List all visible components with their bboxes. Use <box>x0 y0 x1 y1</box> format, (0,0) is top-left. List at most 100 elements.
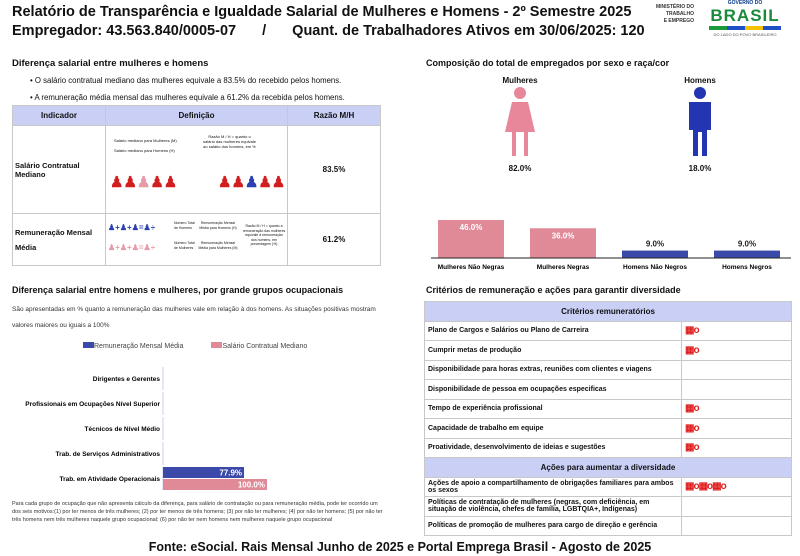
people-icons-men: ♟♟♟♟♟ <box>218 174 286 191</box>
category-label: Trab. de Serviços Administrativos <box>55 451 160 458</box>
criteria-row: Políticas de promoção de mulheres para c… <box>424 515 792 536</box>
criteria-marker: ▦o <box>681 418 792 439</box>
bar <box>714 250 780 258</box>
bullet-1: • O salário contratual mediano das mulhe… <box>30 76 342 85</box>
occupational-title: Diferença salarial entre homens e mulher… <box>12 285 344 295</box>
bar <box>622 250 688 258</box>
ratio-value: 61.2% <box>287 213 381 266</box>
criteria-title: Critérios de remuneração e ações para ga… <box>426 285 681 295</box>
bar-value-label: 100.0% <box>238 481 265 490</box>
bullet-text: A remuneração média mensal das mulheres … <box>34 93 345 102</box>
category-label: Dirigentes e Gerentes <box>93 376 161 383</box>
occupational-bar-chart: Dirigentes e Gerentes Profissionais em Oc… <box>0 365 400 495</box>
ratio-value: 83.5% <box>287 125 381 214</box>
criteria-row: Disponibilidade de pessoa em ocupações e… <box>424 379 792 400</box>
occupational-footnote: Para cada grupo de ocupação que não apre… <box>12 501 383 523</box>
criteria-marker: ▦o <box>681 340 792 361</box>
criteria-marker <box>681 515 792 536</box>
legend-label: Remuneração Mensal Média <box>94 343 184 350</box>
bullet-text: O salário contratual mediano das mulhere… <box>34 76 342 85</box>
criteria-label: Disponibilidade para horas extras, reuni… <box>424 359 682 380</box>
criteria-row: Plano de Cargos e Salários ou Plano de C… <box>424 320 792 341</box>
criteria-marker: ▦o <box>681 437 792 458</box>
category-label: Profissionais em Ocupações Nível Superio… <box>25 401 160 408</box>
footer-source: Fonte: eSocial. Rais Mensal Junho de 202… <box>148 540 652 554</box>
ministry-line: TRABALHO <box>665 11 694 17</box>
man-icon <box>689 87 711 156</box>
criteria-label: Políticas de promoção de mulheres para c… <box>424 515 682 536</box>
bar-value-label: 77.9% <box>219 469 242 478</box>
bar <box>530 228 596 258</box>
category-label: Trab. em Atividade Operacionais <box>59 476 160 483</box>
criteria-label: Cumprir metas de produção <box>424 340 682 361</box>
company-icon: ▦o <box>712 481 727 493</box>
section-header: Critérios remuneratórios <box>424 301 792 322</box>
col-header: Definição <box>105 105 288 126</box>
criteria-marker <box>681 496 792 517</box>
company-icon: ▦o <box>685 481 700 493</box>
men-sum-icons: ♟+♟+♟=♟÷ <box>108 223 156 232</box>
criteria-row: Tempo de experiência profissional ▦o <box>424 398 792 419</box>
bar-value-label: 46.0% <box>460 223 483 232</box>
criteria-marker: ▦o▦o▦o <box>681 476 792 497</box>
bar-value-label: 9.0% <box>738 240 756 249</box>
gov-color-strip <box>709 26 781 30</box>
criteria-label: Plano de Cargos e Salários ou Plano de C… <box>424 320 682 341</box>
indicator-table: Indicador Definição Razão M/H Salário Co… <box>12 105 381 266</box>
criteria-marker: ▦o <box>681 320 792 341</box>
salary-diff-title: Diferença salarial entre mulheres e home… <box>12 58 209 69</box>
category-label: Homens Não Negros <box>623 264 687 271</box>
bullet-2: • A remuneração média mensal das mulhere… <box>30 93 345 102</box>
category-label: Mulheres Não Negras <box>438 264 505 271</box>
woman-icon <box>505 87 535 156</box>
men-pct: 18.0% <box>688 164 712 173</box>
definition-figure: Salário mediano para Mulheres (M) Salári… <box>105 125 288 214</box>
composition-bar-chart: 46.0% Mulheres Não Negras 36.0% Mulheres Ne… <box>426 200 796 280</box>
company-icon: ▦o <box>685 422 700 434</box>
criteria-row: Políticas de contratação de mulheres (ne… <box>424 496 792 517</box>
table-row: Salário Contratual Mediano Salário media… <box>12 125 381 214</box>
company-icon: ▦o <box>685 403 700 415</box>
gov-top: GOVERNO DO <box>727 0 763 6</box>
criteria-label: Disponibilidade de pessoa em ocupações e… <box>424 379 682 400</box>
category-label: Mulheres Negras <box>537 264 590 271</box>
criteria-table: Critérios remuneratórios Plano de Cargos… <box>424 301 792 536</box>
legend-swatch-pink <box>211 342 223 348</box>
bar-value-label: 36.0% <box>552 231 575 240</box>
gov-word: BRASIL <box>710 6 780 25</box>
legend: Remuneração Mensal Média Salário Contrat… <box>83 342 307 350</box>
ministry-line: E EMPREGO <box>663 18 694 24</box>
criteria-marker <box>681 379 792 400</box>
people-icons-women: ♟♟♟♟♟ <box>110 174 178 191</box>
criteria-label: Proatividade, desenvolvimento de ideias … <box>424 437 682 458</box>
table-row: Remuneração Mensal Média ♟+♟+♟=♟÷ ♟+♟+♟=… <box>12 213 381 266</box>
workers-count: Quant. de Trabalhadores Ativos em 30/06/… <box>292 23 645 39</box>
women-label: Mulheres <box>502 76 538 85</box>
gov-sub: DO LADO DO POVO BRASILEIRO <box>713 32 777 37</box>
bar <box>438 220 504 258</box>
employer-line: Empregador: 43.563.840/0005-07 / Quant. … <box>12 23 645 39</box>
col-header: Indicador <box>12 105 106 126</box>
bar <box>163 479 267 490</box>
company-icon: ▦o <box>685 325 700 337</box>
ministry-logo: MINISTÉRIO DO TRABALHO E EMPREGO <box>640 4 694 25</box>
col-header: Razão M/H <box>287 105 381 126</box>
women-pct: 82.0% <box>508 164 532 173</box>
criteria-marker <box>681 359 792 380</box>
legend-label: Salário Contratual Mediano <box>222 343 308 350</box>
men-label: Homens <box>684 76 716 85</box>
company-icon: ▦o <box>685 442 700 454</box>
ministry-line: MINISTÉRIO DO <box>655 4 694 10</box>
legend-swatch-blue <box>83 342 94 348</box>
def-line: Salário mediano para Mulheres (M) <box>114 138 177 143</box>
section-header: Ações para aumentar a diversidade <box>424 457 792 478</box>
company-icon: ▦o <box>685 344 700 356</box>
def-line: Remuneração Mensal Média para Mulheres (… <box>198 241 238 250</box>
occupational-note: São apresentadas em % quanto a remuneraç… <box>12 306 376 329</box>
employer-id: Empregador: 43.563.840/0005-07 <box>12 23 237 39</box>
criteria-row: Disponibilidade para horas extras, reuni… <box>424 359 792 380</box>
def-line: Remuneração Mensal Média para Homens (H) <box>199 221 237 230</box>
category-label: Técnicos de Nível Médio <box>85 426 161 433</box>
definition-labels: Salário mediano para Mulheres (M) Salári… <box>114 136 177 156</box>
category-label: Homens Negros <box>722 264 772 271</box>
